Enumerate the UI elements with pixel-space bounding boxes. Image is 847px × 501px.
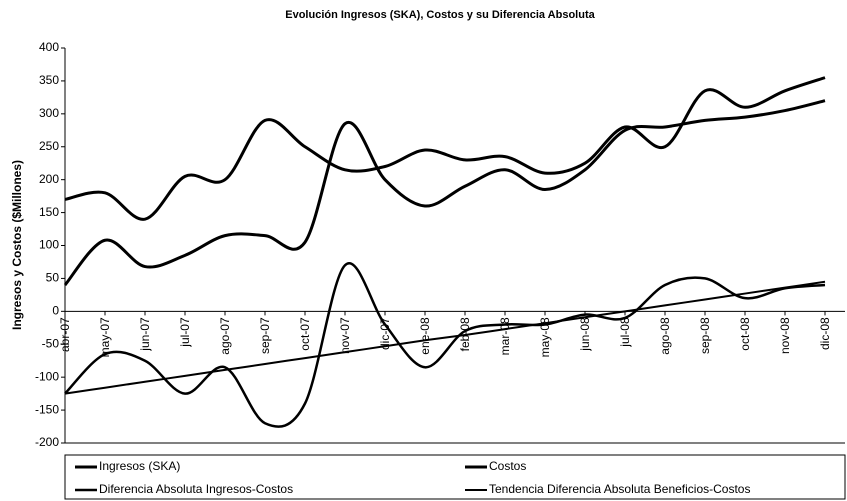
- x-tick-label: jul-07: [178, 317, 192, 348]
- x-tick-label: ago-08: [658, 317, 672, 355]
- y-tick-label: -150: [35, 402, 59, 416]
- x-tick-label: oct-07: [298, 317, 312, 351]
- chart-title: Evolución Ingresos (SKA), Costos y su Di…: [285, 9, 595, 21]
- y-tick-label: 50: [46, 271, 60, 285]
- x-tick-label: sep-07: [258, 317, 272, 354]
- y-axis-title: Ingresos y Costos ($Millones): [10, 160, 24, 330]
- x-tick-label: mar-08: [498, 317, 512, 355]
- y-tick-label: 350: [39, 73, 59, 87]
- x-tick-label: ene-08: [418, 317, 432, 355]
- y-tick-label: 250: [39, 139, 59, 153]
- legend-label: Diferencia Absoluta Ingresos-Costos: [99, 482, 293, 496]
- x-tick-label: may-07: [98, 317, 112, 357]
- x-tick-label: oct-08: [738, 317, 752, 351]
- y-tick-label: 100: [39, 238, 59, 252]
- legend-label: Costos: [489, 459, 526, 473]
- legend-box: [64, 454, 846, 500]
- x-tick-label: jun-07: [138, 317, 152, 352]
- x-tick-label: dic-07: [378, 317, 392, 350]
- series-line: [63, 99, 826, 286]
- x-tick-label: dic-08: [818, 317, 832, 350]
- series-line: [64, 262, 826, 428]
- x-tick-label: abr-07: [58, 317, 72, 352]
- x-tick-label: sep-08: [698, 317, 712, 354]
- y-tick-label: 200: [39, 172, 59, 186]
- legend-label: Tendencia Diferencia Absoluta Beneficios…: [489, 482, 750, 496]
- x-tick-label: jul-08: [618, 317, 632, 348]
- y-tick-label: 300: [39, 106, 59, 120]
- series-line: [64, 76, 826, 221]
- x-tick-label: ago-07: [218, 317, 232, 355]
- series-line: [64, 280, 826, 395]
- y-tick-label: -200: [35, 435, 59, 449]
- y-tick-label: 0: [52, 304, 59, 318]
- x-tick-label: nov-08: [778, 317, 792, 354]
- x-tick-label: may-08: [538, 317, 552, 357]
- y-tick-label: -50: [42, 336, 60, 350]
- y-tick-label: -100: [35, 369, 59, 383]
- legend-label: Ingresos (SKA): [99, 459, 180, 473]
- x-tick-label: nov-07: [338, 317, 352, 354]
- x-tick-label: jun-08: [578, 317, 592, 352]
- y-tick-label: 150: [39, 205, 59, 219]
- y-tick-label: 400: [39, 40, 59, 54]
